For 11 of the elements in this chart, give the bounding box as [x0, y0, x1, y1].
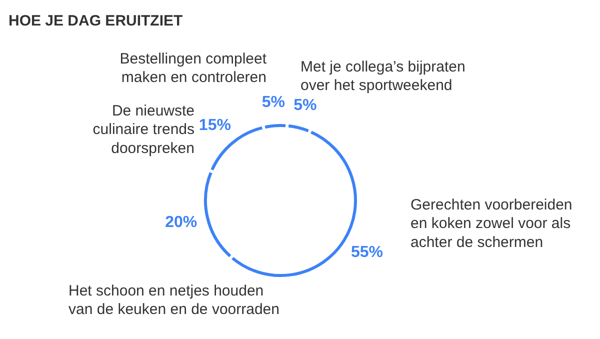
data-label: 5%	[262, 94, 285, 112]
slice-label: De nieuwste culinaire trends doorspreken	[92, 102, 195, 157]
data-label: 55%	[350, 244, 384, 261]
slice-label: Gerechten voorbereiden en koken zowel voor als achter de schermen	[410, 196, 572, 251]
data-label: 20%	[165, 214, 198, 232]
chart-title: HOE JE DAG ERUITZIET	[8, 12, 183, 30]
slice-label: Met je collega’s bijpraten over het sportweekend	[300, 58, 466, 94]
data-label: 5%	[294, 96, 317, 114]
slice-label: Bestellingen compleet maken en controleren	[120, 50, 268, 86]
data-label: 15%	[198, 116, 231, 134]
slice-label: Het schoon en netjes houden van de keuken en de voorraden	[68, 282, 280, 318]
